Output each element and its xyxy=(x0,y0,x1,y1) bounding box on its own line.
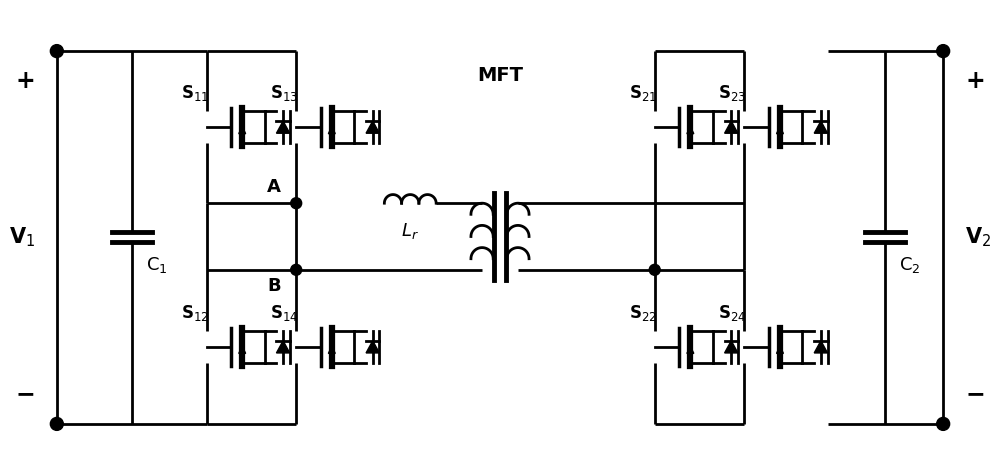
Circle shape xyxy=(937,45,950,57)
Text: MFT: MFT xyxy=(477,66,523,85)
Polygon shape xyxy=(814,121,828,133)
Text: −: − xyxy=(965,382,985,406)
Text: V$_1$: V$_1$ xyxy=(9,225,35,249)
Text: V$_2$: V$_2$ xyxy=(965,225,991,249)
Circle shape xyxy=(50,45,63,57)
Text: C$_2$: C$_2$ xyxy=(899,255,921,275)
Circle shape xyxy=(50,418,63,430)
Text: S$_{23}$: S$_{23}$ xyxy=(718,84,746,104)
Text: −: − xyxy=(15,382,35,406)
Circle shape xyxy=(291,265,302,276)
Circle shape xyxy=(291,198,302,209)
Polygon shape xyxy=(276,341,290,353)
Text: $L_r$: $L_r$ xyxy=(401,221,419,241)
Text: S$_{12}$: S$_{12}$ xyxy=(181,303,209,323)
Text: S$_{14}$: S$_{14}$ xyxy=(270,303,298,323)
Text: B: B xyxy=(268,277,281,295)
Circle shape xyxy=(937,418,950,430)
Text: C$_1$: C$_1$ xyxy=(146,255,167,275)
Circle shape xyxy=(649,265,660,276)
Text: S$_{13}$: S$_{13}$ xyxy=(270,84,298,104)
Polygon shape xyxy=(276,121,290,133)
Text: A: A xyxy=(267,178,281,196)
Text: S$_{11}$: S$_{11}$ xyxy=(181,84,209,104)
Text: S$_{24}$: S$_{24}$ xyxy=(718,303,747,323)
Text: +: + xyxy=(965,69,985,93)
Polygon shape xyxy=(814,341,828,353)
Text: +: + xyxy=(15,69,35,93)
Polygon shape xyxy=(725,341,738,353)
Text: S$_{22}$: S$_{22}$ xyxy=(629,303,657,323)
Polygon shape xyxy=(725,121,738,133)
Polygon shape xyxy=(366,121,379,133)
Text: S$_{21}$: S$_{21}$ xyxy=(629,84,657,104)
Polygon shape xyxy=(366,341,379,353)
